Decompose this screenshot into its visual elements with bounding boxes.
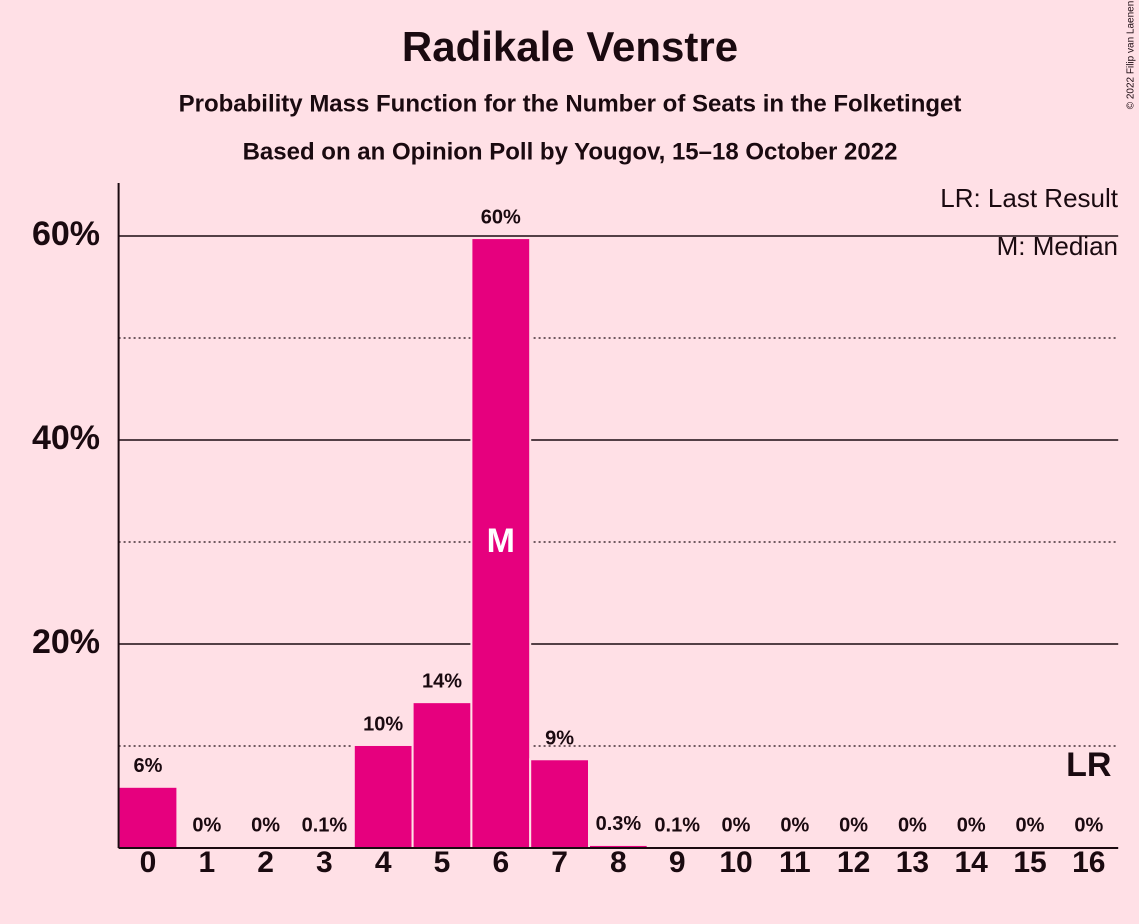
x-tick-label: 9 xyxy=(669,846,686,879)
bar xyxy=(470,237,532,850)
x-tick-label: 12 xyxy=(837,846,870,879)
x-tick-label: 10 xyxy=(719,846,752,879)
value-label: 0.3% xyxy=(596,813,642,835)
value-label: 0% xyxy=(839,814,868,836)
median-marker: M xyxy=(487,522,515,560)
value-label: 6% xyxy=(134,755,163,777)
x-tick-label: 6 xyxy=(492,846,509,879)
bar xyxy=(529,758,591,849)
value-label: 0% xyxy=(251,814,280,836)
value-label: 60% xyxy=(481,206,521,228)
x-tick-label: 16 xyxy=(1072,846,1105,879)
value-label: 0.1% xyxy=(654,814,700,836)
x-tick-label: 15 xyxy=(1013,846,1046,879)
value-label: 0% xyxy=(957,814,986,836)
value-label: 0% xyxy=(898,814,927,836)
last-result-marker: LR xyxy=(1066,746,1111,784)
bar xyxy=(411,701,473,849)
chart-title: Radikale Venstre xyxy=(402,23,738,70)
legend-entry: LR: Last Result xyxy=(940,183,1119,213)
x-tick-label: 7 xyxy=(551,846,568,879)
x-tick-label: 4 xyxy=(375,846,392,879)
chart-subtitle: Probability Mass Function for the Number… xyxy=(179,90,962,117)
value-label: 10% xyxy=(363,713,403,735)
value-label: 9% xyxy=(545,728,574,750)
x-tick-label: 5 xyxy=(434,846,451,879)
x-tick-label: 14 xyxy=(955,846,989,879)
x-tick-label: 2 xyxy=(257,846,274,879)
copyright: © 2022 Filip van Laenen xyxy=(1126,1,1137,110)
value-label: 0% xyxy=(1074,814,1103,836)
value-label: 0% xyxy=(722,814,751,836)
bar xyxy=(117,785,179,850)
x-tick-label: 11 xyxy=(779,846,811,879)
y-tick-label: 20% xyxy=(32,623,100,661)
chart-subtitle: Based on an Opinion Poll by Yougov, 15–1… xyxy=(243,138,898,165)
value-label: 0% xyxy=(780,814,809,836)
value-label: 14% xyxy=(422,670,462,692)
value-label: 0% xyxy=(192,814,221,836)
value-label: 0.1% xyxy=(302,814,348,836)
x-tick-label: 13 xyxy=(896,846,929,879)
value-label: 0% xyxy=(1016,814,1045,836)
x-tick-label: 0 xyxy=(140,846,157,879)
y-tick-label: 40% xyxy=(32,419,100,457)
x-tick-label: 3 xyxy=(316,846,333,879)
bar xyxy=(352,743,414,850)
x-tick-label: 1 xyxy=(198,846,215,879)
x-tick-label: 8 xyxy=(610,846,627,879)
y-tick-label: 60% xyxy=(32,215,100,253)
